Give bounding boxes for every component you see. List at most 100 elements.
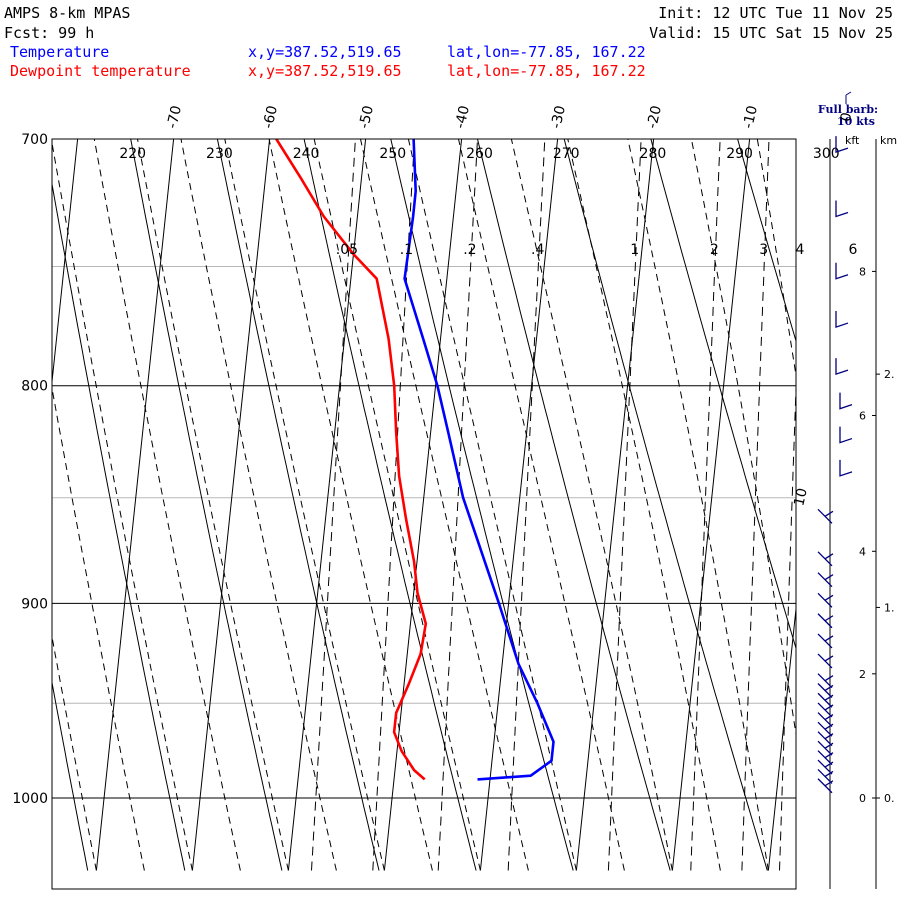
- dewpoint-profile-line: [275, 139, 428, 781]
- moist-adiabat-line: [407, 139, 577, 871]
- kft-tick-label: 8: [859, 265, 866, 278]
- dry-adiabat-line: [737, 139, 796, 343]
- moist-adiabat-line: [224, 139, 385, 871]
- isotherm-tick-label: 0: [838, 111, 856, 123]
- wind-barb: [835, 358, 849, 376]
- mixing-ratio-line: [835, 126, 859, 871]
- wind-barb: [817, 768, 834, 784]
- mixing-ratio-tick-label: .1: [400, 242, 413, 258]
- moist-adiabat-line: [457, 139, 625, 871]
- moist-adiabat-line: [756, 139, 796, 379]
- kft-tick-label: 2: [859, 668, 866, 681]
- moist-adiabat-line: [888, 126, 900, 871]
- dry-adiabat-line: [563, 139, 768, 871]
- plot-frame: [51, 138, 797, 890]
- dry-adiabat-line: [476, 139, 671, 871]
- wind-barb: [817, 692, 834, 708]
- mixing-ratio-line: [607, 139, 642, 871]
- mixing-ratio-line: [875, 126, 897, 871]
- dewpoint-latlon-readout: lat,lon=-77.85, 167.22: [447, 62, 646, 80]
- isotherm-line: [52, 139, 79, 387]
- mixing-ratio-tick-label: 3: [759, 242, 768, 258]
- theta-tick-label: 270: [553, 146, 580, 162]
- moist-adiabat-line: [136, 139, 289, 871]
- dry-adiabat-line: [52, 181, 186, 871]
- wind-barb: [817, 759, 834, 775]
- wind-barb: [817, 673, 834, 689]
- isotherm-tick-label: -10: [740, 104, 761, 130]
- wind-barb: [817, 740, 834, 756]
- full-barb-sample-icon: [845, 91, 852, 104]
- isotherm-line: [767, 604, 796, 871]
- wind-barb: [835, 200, 849, 218]
- moist-adiabat-line: [52, 140, 193, 871]
- km-tick-label: 1.: [884, 601, 895, 614]
- isotherm-tick-label: -70: [164, 104, 185, 130]
- wind-barb: [839, 426, 853, 444]
- forecast-hour: Fcst: 99 h: [4, 24, 94, 42]
- isotherm-line: [671, 139, 751, 871]
- mixing-ratio-tick-label: .2: [463, 242, 476, 258]
- wind-barb: [817, 592, 834, 608]
- dry-adiabat-line: [216, 139, 380, 871]
- mixing-ratio-line: [372, 139, 416, 871]
- moist-adiabat-line: [52, 385, 145, 871]
- temperature-xy-readout: x,y=387.52,519.65: [248, 43, 402, 61]
- kft-tick-label: 4: [859, 545, 866, 558]
- mixing-ratio-tick-label: 6: [848, 242, 857, 258]
- dry-adiabat-line: [650, 139, 796, 650]
- moist-adiabat-line: [268, 139, 433, 871]
- isotherm-line: [95, 139, 175, 871]
- mixing-ratio-line: [779, 374, 796, 871]
- wind-barb: [817, 653, 834, 669]
- valid-time: Valid: 15 UTC Sat 15 Nov 25: [649, 24, 893, 42]
- isotherm-line: [864, 126, 900, 871]
- mixing-ratio-line: [690, 139, 721, 871]
- wind-barb: [839, 392, 853, 410]
- temperature-latlon-readout: lat,lon=-77.85, 167.22: [447, 43, 646, 61]
- kft-label: kft: [845, 134, 860, 147]
- theta-tick-label: 240: [293, 146, 320, 162]
- dewpoint-xy-readout: x,y=387.52,519.65: [248, 62, 402, 80]
- theta-tick-label: 220: [119, 146, 146, 162]
- barb-legend-line2: 10 kts: [837, 115, 875, 128]
- isotherm-tick-label: -40: [452, 104, 473, 130]
- barb-legend-line1: Full barb:: [818, 103, 878, 116]
- mixing-ratio-tick-label: .4: [531, 242, 544, 258]
- kft-tick-label: 6: [859, 409, 866, 422]
- pressure-tick-label: 1000: [12, 791, 48, 807]
- isotherm-line: [287, 139, 367, 871]
- km-tick-label: 2.: [884, 368, 895, 381]
- moist-adiabat-line: [822, 126, 900, 871]
- wind-barb: [835, 136, 849, 154]
- mixing-ratio-tick-label: .05: [336, 242, 358, 258]
- temperature-profile-line: [403, 139, 555, 781]
- km-tick-label: 0.: [884, 792, 895, 805]
- moist-adiabat-line: [690, 139, 796, 738]
- isotherm-tick-label: -50: [356, 104, 377, 130]
- wind-barb: [817, 572, 834, 588]
- dry-adiabat-line: [130, 139, 283, 871]
- pressure-tick-label: 900: [21, 596, 48, 612]
- wind-barb: [817, 778, 834, 794]
- mixing-ratio-line: [437, 139, 479, 871]
- mixing-ratio-line: [507, 139, 546, 871]
- moist-adiabat-line: [510, 139, 673, 871]
- init-time: Init: 12 UTC Tue 11 Nov 25: [658, 4, 893, 22]
- wind-barb: [817, 702, 834, 718]
- wind-barb: [817, 551, 834, 567]
- isotherm-tick-label: -30: [548, 104, 569, 130]
- theta-tick-label: 260: [466, 146, 493, 162]
- wind-barb: [817, 721, 834, 737]
- mixing-ratio-tick-label: 2: [710, 242, 719, 258]
- isotherm-tick-label: 10: [791, 487, 811, 508]
- wind-barb: [835, 311, 849, 328]
- wind-barb: [835, 262, 849, 280]
- moist-adiabat-line: [359, 139, 529, 871]
- wind-barb: [817, 712, 834, 728]
- model-title: AMPS 8-km MPAS: [4, 4, 130, 22]
- pressure-tick-label: 700: [21, 132, 48, 148]
- theta-tick-label: 250: [379, 146, 406, 162]
